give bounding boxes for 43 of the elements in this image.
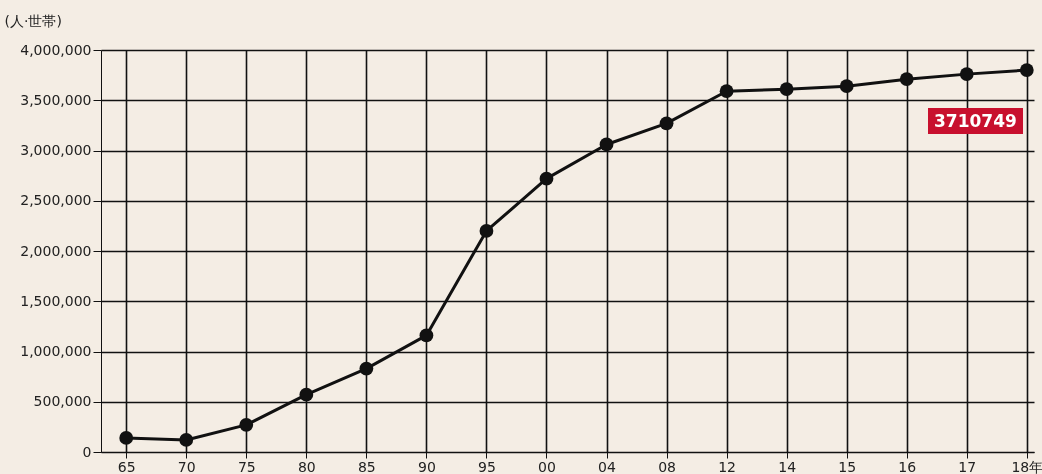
- x-tick-label: 12: [718, 458, 737, 474]
- x-tick-label: 04: [598, 458, 617, 474]
- point: [539, 171, 554, 186]
- y-tick-label: 4,000,000: [20, 41, 92, 58]
- annotation: 3710749: [927, 108, 1023, 135]
- x-tick-label: 85: [357, 458, 376, 474]
- point: [179, 433, 194, 447]
- x-tick-label: 90: [418, 458, 436, 474]
- y-axis-title: (人·世帯): [4, 12, 62, 29]
- point: [419, 328, 434, 343]
- point: [779, 82, 794, 97]
- point: [959, 67, 974, 81]
- y-tick-label: 1,500,000: [20, 292, 92, 309]
- point: [119, 431, 134, 445]
- y-tick-label: 500,000: [33, 393, 92, 410]
- x-tick-label: 15: [838, 458, 857, 474]
- x-tick-label: 75: [237, 458, 256, 474]
- x-tick-label: 14: [778, 458, 797, 474]
- y-tick-label: 3,500,000: [20, 91, 92, 108]
- point: [479, 224, 494, 238]
- point: [899, 72, 914, 87]
- y-tick-label: 3,000,000: [20, 142, 92, 158]
- x-tick-label: 18年: [1011, 458, 1042, 474]
- point: [239, 417, 254, 432]
- point: [359, 361, 374, 376]
- y-tick-label: 0: [82, 443, 92, 460]
- point: [299, 387, 314, 402]
- x-tick-label: 17: [958, 458, 977, 474]
- point: [719, 84, 734, 99]
- x-tick-label: 08: [658, 458, 676, 474]
- point: [659, 116, 674, 131]
- x-tick-label: 80: [297, 458, 316, 474]
- x-tick-label: 16: [898, 458, 917, 474]
- y-tick-label: 2,000,000: [20, 242, 92, 259]
- x-tick-label: 70: [177, 458, 196, 474]
- point: [1019, 63, 1034, 77]
- x-tick-label: 65: [117, 458, 136, 474]
- point: [839, 79, 854, 94]
- point: [599, 137, 614, 152]
- x-tick-label: 95: [478, 458, 496, 474]
- y-tick-label: 2,500,000: [20, 192, 92, 209]
- y-tick-label: 1,000,000: [20, 343, 92, 359]
- x-tick-label: 00: [538, 458, 556, 474]
